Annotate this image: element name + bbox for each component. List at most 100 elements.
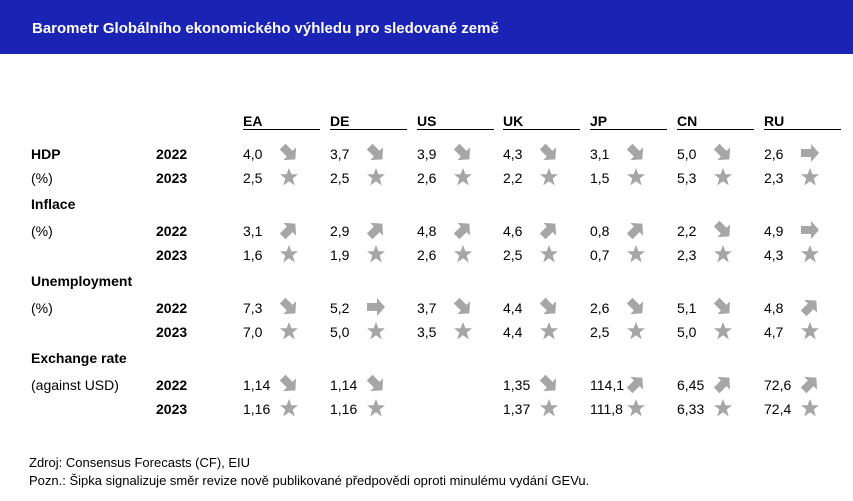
table-cell-value: 0,8 bbox=[590, 223, 610, 239]
arrow-up-right-icon bbox=[539, 220, 559, 240]
column-header-us: US bbox=[417, 113, 437, 129]
row-year-label: 2023 bbox=[156, 324, 188, 340]
column-header-cn: CN bbox=[677, 113, 698, 129]
arrow-down-right-icon bbox=[279, 297, 299, 317]
table-cell-value: 4,0 bbox=[243, 146, 263, 162]
star-icon bbox=[366, 398, 386, 418]
table-cell-value: 1,35 bbox=[503, 377, 531, 393]
star-icon bbox=[366, 244, 386, 264]
column-header-underline bbox=[590, 129, 667, 130]
star-icon bbox=[713, 244, 733, 264]
table-cell-value: 3,5 bbox=[417, 324, 437, 340]
row-year-label: 2022 bbox=[156, 146, 188, 162]
table-cell-value: 5,0 bbox=[677, 146, 697, 162]
row-year-label: 2022 bbox=[156, 223, 188, 239]
column-header-de: DE bbox=[330, 113, 350, 129]
table-cell-value: 2,5 bbox=[503, 247, 523, 263]
table-cell-value: 1,14 bbox=[243, 377, 271, 393]
star-icon bbox=[800, 244, 820, 264]
table-cell-value: 2,6 bbox=[764, 146, 784, 162]
table-cell-value: 3,1 bbox=[243, 223, 263, 239]
star-icon bbox=[279, 398, 299, 418]
table-cell-value: 5,0 bbox=[330, 324, 350, 340]
star-icon bbox=[800, 398, 820, 418]
table-cell-value: 2,5 bbox=[330, 170, 350, 186]
arrow-down-right-icon bbox=[539, 374, 559, 394]
star-icon bbox=[279, 167, 299, 187]
column-header-underline bbox=[677, 129, 754, 130]
star-icon bbox=[713, 321, 733, 341]
table-cell-value: 1,37 bbox=[503, 401, 531, 417]
arrow-right-icon bbox=[800, 220, 820, 240]
star-icon bbox=[626, 244, 646, 264]
arrow-right-icon bbox=[800, 143, 820, 163]
arrow-down-right-icon bbox=[539, 143, 559, 163]
star-icon bbox=[539, 398, 559, 418]
table-cell-value: 4,9 bbox=[764, 223, 784, 239]
table-cell-value: 1,16 bbox=[243, 401, 271, 417]
star-icon bbox=[539, 167, 559, 187]
arrow-down-right-icon bbox=[366, 374, 386, 394]
table-cell-value: 5,1 bbox=[677, 300, 697, 316]
table-cell-value: 72,6 bbox=[764, 377, 792, 393]
table-cell-value: 4,7 bbox=[764, 324, 784, 340]
table-cell-value: 1,14 bbox=[330, 377, 358, 393]
column-header-ru: RU bbox=[764, 113, 785, 129]
table-cell-value: 4,4 bbox=[503, 300, 523, 316]
table-cell-value: 5,2 bbox=[330, 300, 350, 316]
star-icon bbox=[800, 321, 820, 341]
column-header-underline bbox=[417, 129, 494, 130]
arrow-down-right-icon bbox=[539, 297, 559, 317]
table-cell-value: 6,45 bbox=[677, 377, 705, 393]
table-cell-value: 1,6 bbox=[243, 247, 263, 263]
table-cell-value: 0,7 bbox=[590, 247, 610, 263]
star-icon bbox=[626, 167, 646, 187]
arrow-down-right-icon bbox=[279, 143, 299, 163]
title-bar: Barometr Globálního ekonomického výhledu… bbox=[0, 0, 853, 54]
table-cell-value: 2,2 bbox=[503, 170, 523, 186]
table-cell-value: 2,5 bbox=[590, 324, 610, 340]
arrow-down-right-icon bbox=[713, 297, 733, 317]
table-cell-value: 4,3 bbox=[503, 146, 523, 162]
table-cell-value: 4,4 bbox=[503, 324, 523, 340]
table-cell-value: 4,3 bbox=[764, 247, 784, 263]
column-header-uk: UK bbox=[503, 113, 524, 129]
row-year-label: 2023 bbox=[156, 401, 188, 417]
footer-note: Pozn.: Šipka signalizuje směr revize nov… bbox=[29, 473, 590, 488]
row-year-label: 2022 bbox=[156, 377, 188, 393]
arrow-up-right-icon bbox=[453, 220, 473, 240]
section-unit-label: (%) bbox=[31, 170, 53, 186]
star-icon bbox=[539, 321, 559, 341]
column-header-underline bbox=[503, 129, 580, 130]
star-icon bbox=[366, 167, 386, 187]
table-cell-value: 2,6 bbox=[417, 247, 437, 263]
table-cell-value: 7,0 bbox=[243, 324, 263, 340]
table-cell-value: 7,3 bbox=[243, 300, 263, 316]
table-cell-value: 114,1 bbox=[590, 377, 624, 393]
arrow-up-right-icon bbox=[626, 374, 646, 394]
star-icon bbox=[626, 398, 646, 418]
table-cell-value: 2,5 bbox=[243, 170, 263, 186]
column-header-underline bbox=[243, 129, 320, 130]
arrow-up-right-icon bbox=[800, 374, 820, 394]
section-label: Unemployment bbox=[31, 273, 133, 289]
table-cell-value: 6,33 bbox=[677, 401, 705, 417]
section-label: Inflace bbox=[31, 196, 76, 212]
table-cell-value: 5,3 bbox=[677, 170, 697, 186]
table-cell-value: 4,8 bbox=[764, 300, 784, 316]
table-cell-value: 2,3 bbox=[677, 247, 697, 263]
star-icon bbox=[713, 398, 733, 418]
row-year-label: 2023 bbox=[156, 170, 188, 186]
arrow-down-right-icon bbox=[626, 143, 646, 163]
arrow-up-right-icon bbox=[366, 220, 386, 240]
table-cell-value: 3,7 bbox=[417, 300, 437, 316]
row-year-label: 2022 bbox=[156, 300, 188, 316]
star-icon bbox=[366, 321, 386, 341]
table-cell-value: 1,5 bbox=[590, 170, 610, 186]
arrow-down-right-icon bbox=[453, 143, 473, 163]
section-unit-label: (%) bbox=[31, 300, 53, 316]
arrow-down-right-icon bbox=[713, 143, 733, 163]
row-year-label: 2023 bbox=[156, 247, 188, 263]
arrow-down-right-icon bbox=[279, 374, 299, 394]
footer-source: Zdroj: Consensus Forecasts (CF), EIU bbox=[29, 455, 251, 470]
